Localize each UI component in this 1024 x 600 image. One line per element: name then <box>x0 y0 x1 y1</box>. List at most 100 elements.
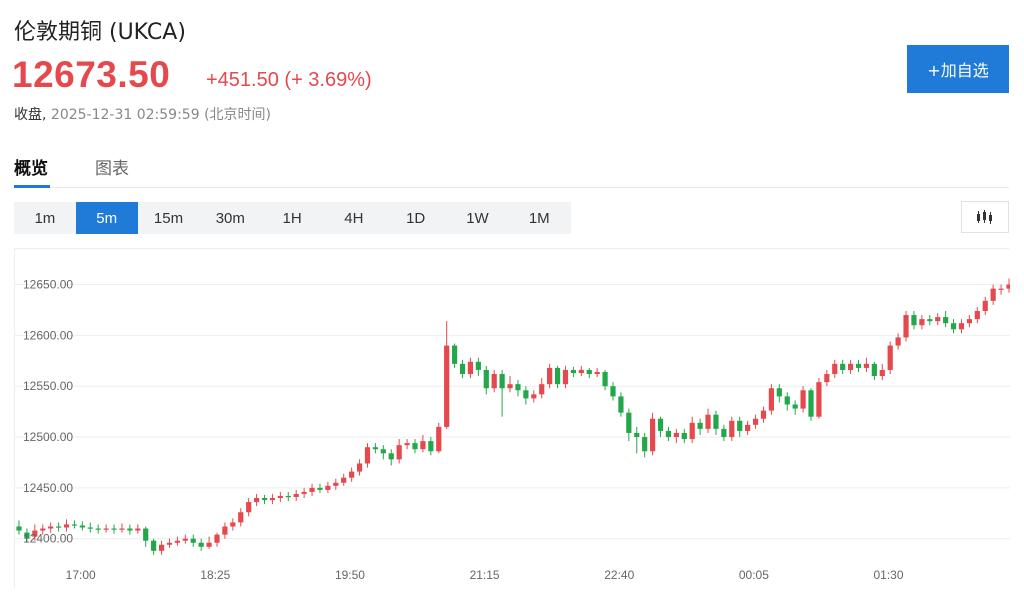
candle-down <box>665 430 672 438</box>
candle-up <box>214 534 220 543</box>
x-tick-label: 01:30 <box>874 568 904 582</box>
interval-30m[interactable]: 30m <box>215 209 245 227</box>
candle-up <box>705 414 711 429</box>
candle-up <box>293 493 299 497</box>
interval-1mo[interactable]: 1M <box>528 209 550 227</box>
candle-up <box>539 384 545 395</box>
status-timezone: (北京时间) <box>204 107 271 123</box>
candle-up <box>958 323 965 330</box>
candle-up <box>166 542 173 545</box>
interval-1w[interactable]: 1W <box>466 209 489 227</box>
candle-down <box>317 487 323 490</box>
candle-down <box>681 432 687 440</box>
candle-up <box>63 524 70 528</box>
candle-down <box>459 363 466 375</box>
x-tick-label: 17:00 <box>66 568 96 582</box>
candle-up <box>103 528 109 530</box>
interval-1d[interactable]: 1D <box>406 209 426 227</box>
candle-up <box>269 498 276 501</box>
candle-up <box>863 363 870 368</box>
candle-down <box>626 412 632 433</box>
candle-up <box>507 384 513 389</box>
candle-up <box>206 542 212 547</box>
candle-up <box>254 498 260 503</box>
candle-up <box>752 418 759 425</box>
tab-bar: 概览 图表 <box>14 150 1009 188</box>
candle-up <box>135 528 141 531</box>
candle-down <box>24 532 30 539</box>
candle-down <box>950 323 957 330</box>
candle-down <box>428 441 434 452</box>
candle-up <box>222 526 228 535</box>
candle-down <box>127 528 133 531</box>
add-watchlist-button[interactable]: +加自选 <box>907 45 1009 93</box>
candle-down <box>737 420 743 431</box>
candle-down <box>285 495 291 498</box>
candle-up <box>174 540 180 543</box>
candle-down <box>56 526 62 528</box>
candle-down <box>602 371 608 387</box>
interval-4h[interactable]: 4H <box>344 209 364 227</box>
status-timestamp: 2025-12-31 02:59:59 <box>50 107 200 123</box>
candle-up <box>745 424 751 431</box>
candle-up <box>903 315 909 338</box>
candle-down <box>499 374 505 389</box>
chart-type-button[interactable] <box>961 201 1009 233</box>
candle-down <box>808 390 814 417</box>
candle-up <box>467 361 474 375</box>
interval-15m[interactable]: 15m <box>153 209 184 227</box>
y-tick-label: 12550.00 <box>23 379 73 393</box>
candle-up <box>689 422 695 440</box>
candle-up <box>594 371 600 375</box>
candle-down <box>776 388 782 397</box>
interval-5m[interactable]: 5m <box>75 202 138 234</box>
tab-overview[interactable]: 概览 <box>14 159 48 179</box>
candle-up <box>887 345 893 370</box>
candle-down <box>871 363 877 377</box>
y-tick-label: 12500.00 <box>23 430 73 444</box>
candle-up <box>547 367 553 385</box>
candle-up <box>919 319 925 326</box>
y-tick-label: 12400.00 <box>23 532 73 546</box>
price-change: +451.50 (+ 3.69%) <box>206 69 372 91</box>
candle-down <box>372 447 378 450</box>
candle-up <box>832 363 838 375</box>
price-chart[interactable]: 12650.00 12600.00 12550.00 12500.00 12450.00… <box>14 248 1010 589</box>
y-tick-label: 12450.00 <box>23 481 73 495</box>
candle-up <box>816 382 822 417</box>
interval-1h[interactable]: 1H <box>282 209 302 227</box>
candle-up <box>277 495 283 499</box>
candle-up <box>436 426 442 452</box>
candle-up <box>40 528 46 531</box>
candle-down <box>554 367 561 385</box>
candle-up <box>444 345 450 427</box>
candle-up <box>246 502 252 513</box>
candle-up <box>309 487 315 492</box>
candle-down <box>943 317 949 324</box>
candle-up <box>341 477 347 483</box>
candle-down <box>657 418 664 431</box>
candle-down <box>570 369 576 373</box>
candle-down <box>483 369 489 389</box>
candle-down <box>190 538 196 543</box>
candle-down <box>198 542 204 547</box>
candle-up <box>998 288 1004 290</box>
candle-up <box>1006 284 1010 289</box>
candle-up <box>879 369 885 377</box>
interval-1m[interactable]: 1m <box>34 209 56 227</box>
candle-up <box>364 447 371 464</box>
candle-down <box>515 384 521 391</box>
candle-down <box>855 363 862 368</box>
candle-up <box>848 363 854 370</box>
candle-up <box>48 526 54 529</box>
candle-up <box>356 463 363 472</box>
candlestick-chart[interactable]: 12650.00 12600.00 12550.00 12500.00 12450.00… <box>15 249 1010 589</box>
candle-up <box>768 388 774 411</box>
candle-up <box>301 491 307 494</box>
candle-up <box>238 512 244 523</box>
candle-down <box>927 319 933 322</box>
candle-down <box>784 396 790 405</box>
tab-chart[interactable]: 图表 <box>95 159 129 179</box>
candle-up <box>800 390 806 409</box>
candle-down <box>79 525 85 528</box>
